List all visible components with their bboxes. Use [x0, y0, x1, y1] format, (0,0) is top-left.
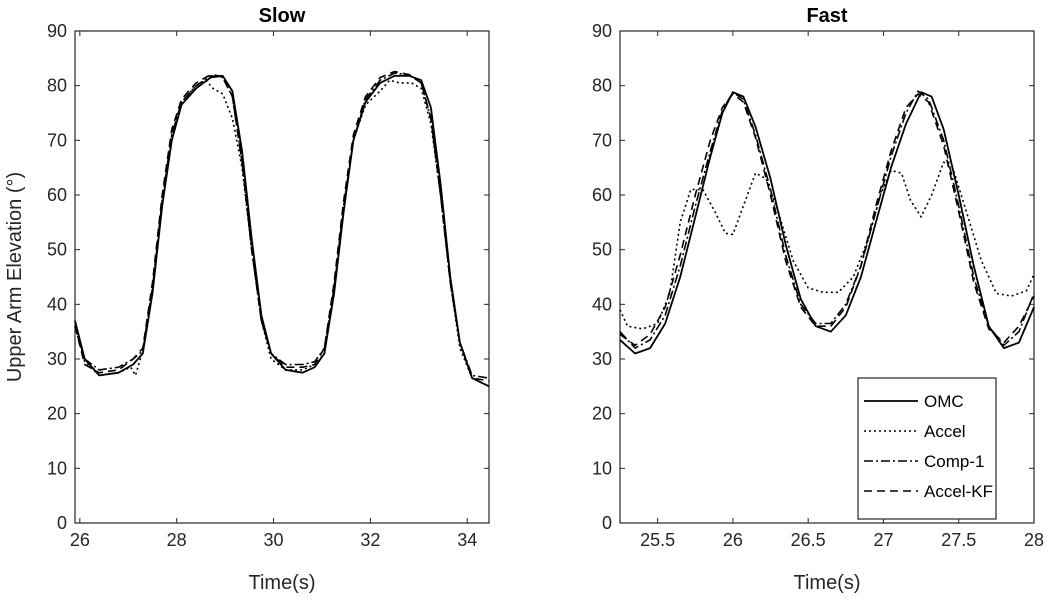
series-line-comp-1	[74, 72, 490, 379]
series-line-accel	[74, 79, 490, 388]
x-tick-label: 27.5	[941, 530, 976, 550]
axes-box	[74, 30, 490, 524]
y-tick-label: 20	[47, 404, 67, 424]
x-tick-label: 32	[360, 530, 380, 550]
chart-title: Fast	[806, 5, 847, 27]
y-tick-label: 50	[47, 240, 67, 260]
y-tick-label: 10	[47, 458, 67, 478]
series-line-accel-kf	[619, 93, 1035, 347]
legend-label: Accel	[924, 422, 966, 441]
y-tick-label: 70	[592, 130, 612, 150]
y-tick-label: 60	[47, 185, 67, 205]
y-tick-label: 30	[47, 349, 67, 369]
series-line-accel	[619, 161, 1035, 330]
series-line-comp-1	[619, 90, 1035, 349]
x-tick-label: 26	[723, 530, 743, 550]
x-tick-label: 27	[873, 530, 893, 550]
y-tick-label: 90	[592, 21, 612, 41]
y-tick-label: 20	[592, 404, 612, 424]
series-line-omc	[74, 74, 490, 388]
x-tick-label: 25.5	[640, 530, 675, 550]
y-tick-label: 40	[592, 294, 612, 314]
x-tick-label: 26	[70, 530, 90, 550]
y-tick-label: 90	[47, 21, 67, 41]
x-tick-label: 34	[457, 530, 477, 550]
y-tick-label: 30	[592, 349, 612, 369]
y-tick-label: 80	[592, 76, 612, 96]
axes-box	[619, 30, 1035, 524]
y-tick-label: 40	[47, 294, 67, 314]
series-line-accel-kf	[74, 70, 490, 382]
y-tick-label: 0	[602, 513, 612, 533]
legend-label: Accel-KF	[924, 482, 993, 501]
y-tick-label: 0	[57, 513, 67, 533]
legend-label: OMC	[924, 392, 964, 411]
legend-label: Comp-1	[924, 452, 984, 471]
y-axis-label: Upper Arm Elevation (°)	[4, 172, 26, 382]
y-tick-label: 10	[592, 458, 612, 478]
x-tick-label: 30	[264, 530, 284, 550]
x-axis-label: Time(s)	[793, 572, 860, 594]
x-tick-label: 26.5	[791, 530, 826, 550]
x-tick-label: 28	[167, 530, 187, 550]
y-tick-label: 80	[47, 76, 67, 96]
y-tick-label: 70	[47, 130, 67, 150]
y-tick-label: 50	[592, 240, 612, 260]
series-line-omc	[619, 91, 1035, 355]
x-axis-label: Time(s)	[248, 572, 315, 594]
chart-title: Slow	[259, 5, 306, 27]
x-tick-label: 28	[1024, 530, 1044, 550]
y-tick-label: 60	[592, 185, 612, 205]
